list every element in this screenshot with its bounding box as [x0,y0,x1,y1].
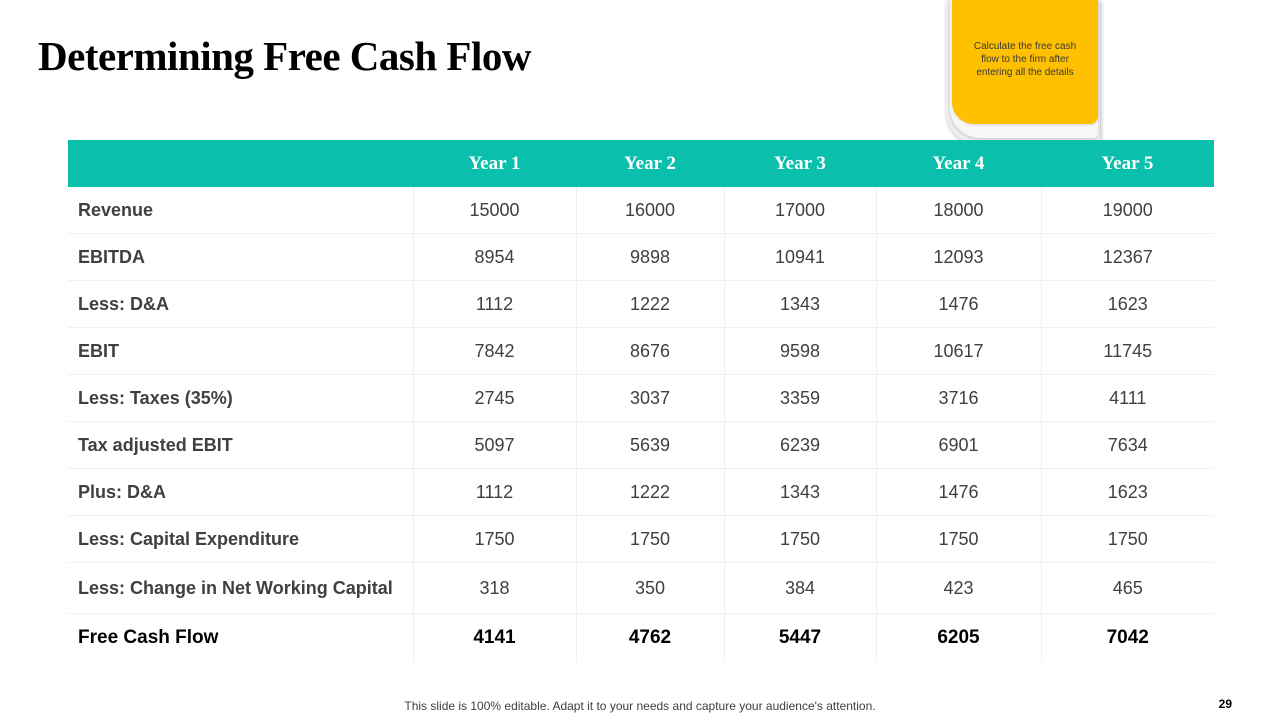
table-cell: 6205 [875,613,1041,662]
table-cell: 1623 [1040,468,1214,516]
table-row-tax-adjusted-ebit: Tax adjusted EBIT 5097 5639 6239 6901 76… [68,421,1214,469]
table-cell: 11745 [1040,327,1214,375]
table-cell: 1343 [723,468,876,516]
header-cell-year-5: Year 5 [1041,140,1214,187]
table-cell: 318 [412,562,576,614]
table-cell: 1750 [875,515,1041,563]
header-cell-year-1: Year 1 [413,140,576,187]
row-label: Less: D&A [68,280,413,328]
table-cell: 9898 [575,233,724,281]
table-cell: 12367 [1040,233,1214,281]
free-cash-flow-table: Year 1 Year 2 Year 3 Year 4 Year 5 Reven… [68,140,1214,662]
table-cell: 7634 [1040,421,1214,469]
table-cell: 6239 [723,421,876,469]
row-label: Less: Capital Expenditure [68,515,413,563]
table-cell: 1112 [412,280,576,328]
sticky-note-text: Calculate the free cash flow to the firm… [973,41,1077,78]
table-cell: 18000 [875,187,1041,234]
table-cell: 5639 [575,421,724,469]
table-cell: 3716 [875,374,1041,422]
table-cell: 384 [723,562,876,614]
sticky-note-front-sheet [952,0,1098,124]
row-label: Tax adjusted EBIT [68,421,413,469]
table-header-row: Year 1 Year 2 Year 3 Year 4 Year 5 [68,140,1214,187]
header-cell-label [68,140,413,187]
table-row-less-taxes: Less: Taxes (35%) 2745 3037 3359 3716 41… [68,374,1214,422]
header-cell-year-2: Year 2 [576,140,724,187]
table-cell: 4111 [1040,374,1214,422]
table-cell: 6901 [875,421,1041,469]
table-cell: 12093 [875,233,1041,281]
table-row-ebit: EBIT 7842 8676 9598 10617 11745 [68,327,1214,375]
table-cell: 5447 [723,613,876,662]
table-cell: 1222 [575,468,724,516]
row-label: Less: Change in Net Working Capital [68,562,413,614]
table-cell: 7042 [1040,613,1214,662]
table-row-plus-da: Plus: D&A 1112 1222 1343 1476 1623 [68,468,1214,516]
table-cell: 10617 [875,327,1041,375]
table-cell: 1750 [1040,515,1214,563]
table-cell: 10941 [723,233,876,281]
table-cell: 19000 [1040,187,1214,234]
table-row-change-in-nwc: Less: Change in Net Working Capital 318 … [68,562,1214,614]
table-cell: 1750 [723,515,876,563]
table-cell: 350 [575,562,724,614]
row-label: Free Cash Flow [78,627,219,648]
table-cell: 1343 [723,280,876,328]
table-cell: 17000 [723,187,876,234]
table-cell: 1222 [575,280,724,328]
table-cell: 9598 [723,327,876,375]
table-cell: 7842 [412,327,576,375]
footer-note: This slide is 100% editable. Adapt it to… [404,699,876,713]
table-cell: 1623 [1040,280,1214,328]
table-cell: 3359 [723,374,876,422]
header-cell-year-3: Year 3 [724,140,876,187]
table-cell: 16000 [575,187,724,234]
table-cell: 423 [875,562,1041,614]
page-number: 29 [1218,697,1232,711]
row-label: Plus: D&A [68,468,413,516]
table-row-ebitda: EBITDA 8954 9898 10941 12093 12367 [68,233,1214,281]
table-cell: 4141 [412,613,576,662]
table-cell: 8954 [412,233,576,281]
table-cell: 1112 [412,468,576,516]
table-cell: 5097 [412,421,576,469]
table-cell: 1476 [875,280,1041,328]
row-label: Revenue [68,187,413,234]
table-row-free-cash-flow: Free Cash Flow 4141 4762 5447 6205 7042 [68,613,1214,662]
slide-title: Determining Free Cash Flow [38,33,531,79]
sticky-note: Calculate the free cash flow to the firm… [942,0,1108,150]
table-cell: 15000 [412,187,576,234]
table-cell: 1750 [575,515,724,563]
row-label: Less: Taxes (35%) [68,374,413,422]
table-cell: 8676 [575,327,724,375]
table-cell: 1750 [412,515,576,563]
row-label: EBITDA [68,233,413,281]
table-row-less-da: Less: D&A 1112 1222 1343 1476 1623 [68,280,1214,328]
table-cell: 1476 [875,468,1041,516]
table-cell: 4762 [575,613,724,662]
header-cell-year-4: Year 4 [876,140,1041,187]
table-cell: 2745 [412,374,576,422]
table-cell: 3037 [575,374,724,422]
table-row-revenue: Revenue 15000 16000 17000 18000 19000 [68,187,1214,234]
table-row-capital-expenditure: Less: Capital Expenditure 1750 1750 1750… [68,515,1214,563]
table-cell: 465 [1040,562,1214,614]
row-label: EBIT [68,327,413,375]
